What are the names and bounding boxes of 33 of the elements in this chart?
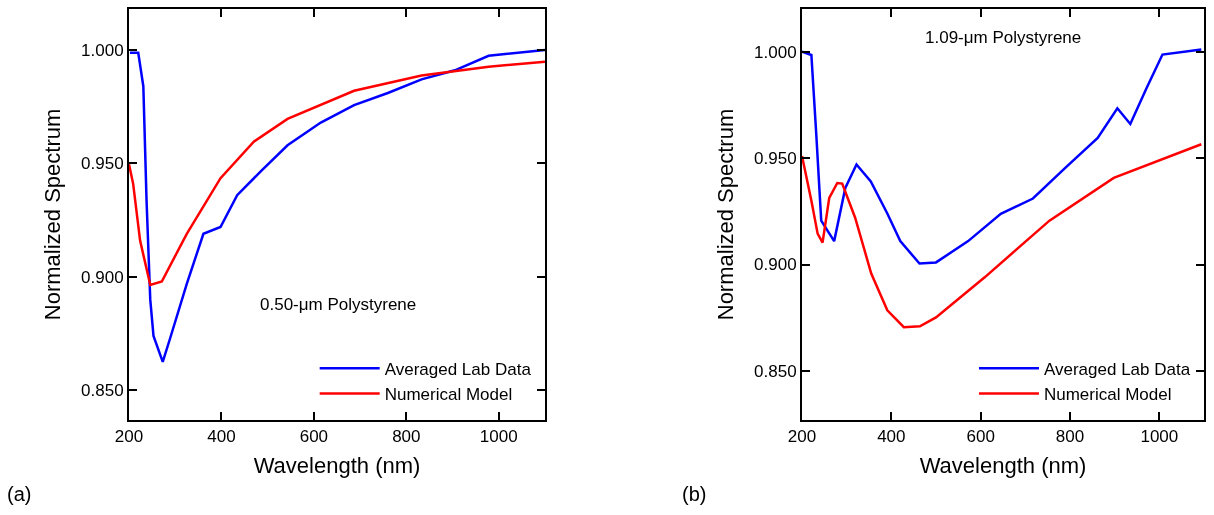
x-tick-label: 200 (787, 427, 817, 447)
y-tick-label: 0.950 (81, 154, 124, 174)
text: (a) (7, 483, 32, 505)
text: (b) (682, 483, 707, 505)
y-axis-title: Normalized Spectrum (40, 108, 66, 321)
line-series (802, 48, 1203, 265)
x-tick-label: 1000 (479, 427, 518, 447)
y-tick-label: 0.850 (81, 381, 124, 401)
legend-label: Averaged Lab Data (1043, 359, 1191, 379)
x-tick-label: 600 (966, 427, 995, 447)
y-tick-label: 0.850 (754, 361, 797, 381)
annotation: 1.09-μm Polystyrene (925, 28, 1082, 47)
x-tick-label: 800 (1055, 427, 1085, 447)
x-tick-label: 600 (299, 427, 329, 447)
x-axis-title: Wavelength (nm) (919, 452, 1087, 478)
y-tick-label: 1.000 (754, 42, 797, 62)
x-axis-title: Wavelength (nm) (253, 452, 421, 478)
x-tick-label: 200 (114, 427, 144, 447)
line-series (129, 60, 545, 287)
line-series (802, 142, 1203, 329)
x-tick-label: 400 (207, 427, 236, 447)
y-tick-label: 0.900 (81, 267, 124, 287)
annotation: 0.50-μm Polystyrene (260, 295, 417, 314)
y-tick-label: 0.950 (754, 149, 797, 169)
y-axis-title: Normalized Spectrum (713, 108, 739, 321)
legend-label: Numerical Model (1043, 385, 1172, 405)
y-tick-label: 1.000 (81, 40, 124, 60)
legend-label: Numerical Model (384, 385, 513, 405)
legend-label: Averaged Lab Data (384, 359, 532, 379)
x-tick-label: 1000 (1140, 427, 1179, 447)
x-tick-label: 800 (392, 427, 421, 447)
y-tick-label: 0.900 (754, 255, 797, 275)
x-tick-label: 400 (877, 427, 906, 447)
